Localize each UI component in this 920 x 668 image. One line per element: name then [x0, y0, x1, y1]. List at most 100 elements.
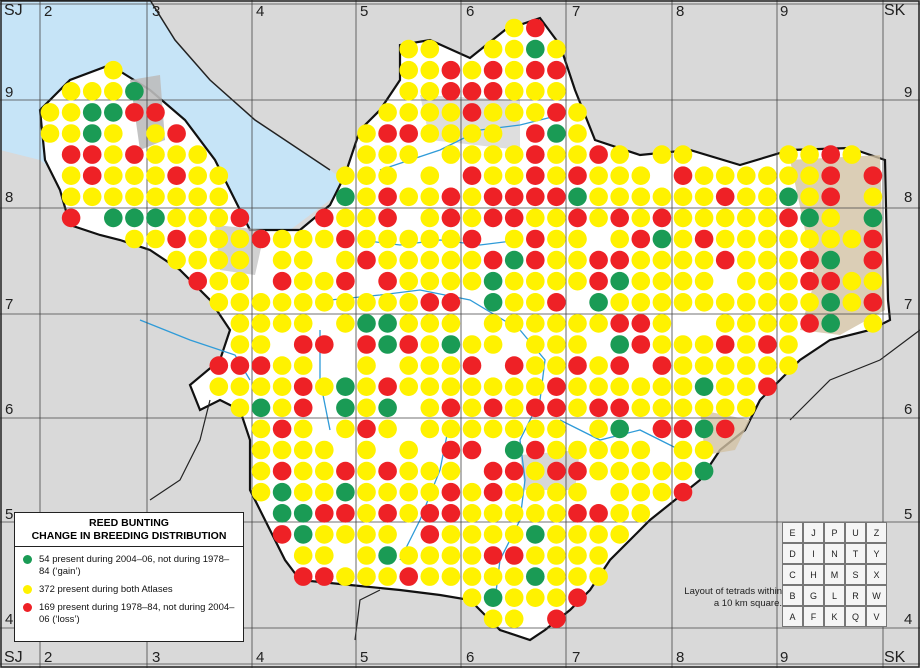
tetrad-dot-gain: [82, 124, 102, 143]
tetrad-dot-both: [526, 271, 545, 291]
tetrad-dot-both: [399, 60, 419, 80]
tetrad-dot-loss: [526, 229, 545, 249]
tetrad-cell: I: [803, 543, 824, 564]
boundary-line: [354, 589, 381, 641]
tetrad-dot-both: [188, 229, 207, 249]
tetrad-dot-both: [526, 377, 545, 397]
tetrad-dot-both: [589, 440, 608, 460]
tetrad-dot-loss: [230, 356, 250, 375]
tetrad-cell: R: [845, 585, 866, 606]
tetrad-dot-both: [483, 609, 503, 629]
tetrad-dot-loss: [526, 440, 545, 460]
easting-label-top: 5: [360, 3, 369, 20]
tetrad-dot-both: [610, 187, 629, 207]
tetrad-dot-both: [441, 124, 461, 143]
tetrad-dot-loss: [378, 187, 397, 207]
tetrad-dot-both: [420, 461, 440, 481]
tetrad-dot-loss: [526, 187, 545, 207]
tetrad-dot-both: [336, 419, 355, 439]
tetrad-dot-both: [842, 229, 862, 249]
tetrad-dot-both: [547, 314, 566, 333]
tetrad-dot-both: [293, 546, 313, 565]
tetrad-dot-both: [441, 229, 461, 249]
loss-dot-icon: [23, 603, 32, 612]
tetrad-cell: P: [824, 522, 845, 543]
tetrad-dot-loss: [800, 314, 819, 333]
tetrad-dot-both: [251, 419, 271, 439]
tetrad-dot-both: [547, 208, 566, 228]
tetrad-dot-both: [61, 103, 81, 122]
tetrad-dot-both: [420, 546, 440, 565]
tetrad-dot-both: [230, 335, 250, 354]
boundary-line: [789, 329, 920, 421]
tetrad-dot-both: [547, 440, 566, 460]
tetrad-dot-loss: [821, 145, 840, 164]
tetrad-dot-gain: [146, 208, 165, 228]
tetrad-dot-both: [610, 293, 629, 312]
tetrad-dot-loss: [568, 504, 587, 523]
tetrad-dot-gain: [821, 293, 840, 312]
tetrad-dot-both: [420, 377, 440, 397]
tetrad-dot-both: [715, 208, 735, 228]
tetrad-dot-both: [399, 82, 419, 101]
tetrad-dot-loss: [758, 335, 777, 354]
tetrad-dot-both: [399, 39, 419, 59]
tetrad-dot-loss: [504, 546, 524, 565]
tetrad-dot-both: [399, 461, 419, 481]
tetrad-dot-both: [61, 187, 81, 207]
tetrad-dot-both: [589, 546, 608, 565]
tetrad-dot-both: [251, 335, 271, 354]
tetrad-dot-both: [399, 103, 419, 122]
tetrad-dot-both: [483, 39, 503, 59]
tetrad-dot-both: [167, 208, 186, 228]
tetrad-dot-both: [40, 103, 60, 122]
tetrad-dot-both: [842, 293, 862, 312]
tetrad-dot-both: [378, 419, 397, 439]
tetrad-dot-both: [399, 356, 419, 375]
tetrad-dot-loss: [483, 482, 503, 502]
tetrad-dot-both: [336, 314, 355, 333]
tetrad-dot-loss: [209, 356, 229, 375]
tetrad-dot-both: [167, 250, 186, 270]
tetrad-dot-gain: [779, 187, 798, 207]
tetrad-dot-loss: [652, 419, 672, 439]
tetrad-dot-both: [293, 482, 313, 502]
tetrad-dot-gain: [293, 525, 313, 544]
easting-label-bottom: 6: [466, 649, 475, 666]
tetrad-dot-both: [526, 504, 545, 523]
tetrad-dot-loss: [589, 145, 608, 164]
tetrad-dot-both: [779, 356, 798, 375]
tetrad-dot-both: [378, 229, 397, 249]
tetrad-dot-both: [357, 145, 376, 164]
tetrad-dot-both: [547, 567, 566, 586]
tetrad-dot-both: [758, 293, 777, 312]
tetrad-dot-both: [462, 208, 482, 228]
tetrad-dot-both: [673, 271, 693, 291]
tetrad-cell: N: [824, 543, 845, 564]
tetrad-dot-both: [758, 356, 777, 375]
tetrad-dot-both: [272, 293, 292, 312]
tetrad-dot-both: [547, 419, 566, 439]
tetrad-dot-both: [800, 166, 819, 185]
tetrad-dot-both: [209, 187, 229, 207]
tetrad-dot-both: [631, 377, 651, 397]
tetrad-dot-loss: [526, 250, 545, 270]
estuary-shore-north: [0, 0, 331, 171]
tetrad-dot-loss: [441, 482, 461, 502]
tetrad-dot-loss: [547, 103, 566, 122]
tetrad-dot-loss: [547, 461, 566, 481]
tetrad-dot-gain: [694, 419, 714, 439]
tetrad-dot-loss: [462, 356, 482, 375]
tetrad-dot-both: [399, 250, 419, 270]
tetrad-dot-both: [483, 525, 503, 544]
tetrad-dot-both: [694, 293, 714, 312]
tetrad-dot-both: [230, 271, 250, 291]
tetrad-dot-both: [589, 567, 608, 586]
tetrad-dot-both: [357, 567, 376, 586]
tetrad-dot-loss: [526, 398, 545, 418]
tetrad-dot-both: [420, 398, 440, 418]
tetrad-dot-both: [399, 377, 419, 397]
tetrad-dot-loss: [378, 377, 397, 397]
